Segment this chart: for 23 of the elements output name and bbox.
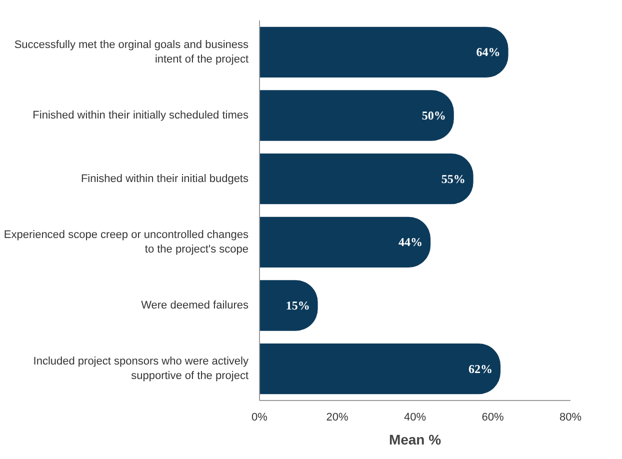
x-tick-label: 20% [326, 412, 348, 424]
bar [260, 26, 508, 78]
y-tick-label: Finished within their initial budgets [80, 172, 249, 185]
y-tick-label: Included project sponsors who were actively supportive of the project [33, 356, 249, 382]
data-label: 15% [286, 298, 310, 312]
data-label: 50% [422, 108, 446, 122]
data-label: 55% [441, 172, 466, 186]
y-tick-label: Experienced scope creep or uncontrolled changes to the project's scope [4, 228, 249, 256]
bar [260, 216, 431, 268]
data-label: 64% [476, 45, 500, 60]
bar [260, 344, 501, 394]
y-tick-label: Successfully met the orginal goals and business intent of the project [14, 38, 249, 66]
x-tick-label: 60% [482, 412, 504, 424]
x-tick-label: 80% [559, 412, 582, 424]
y-tick-label: Were deemed failures [141, 300, 249, 312]
data-label: 62% [468, 362, 493, 376]
x-tick-label: 0% [252, 412, 268, 424]
bar [260, 90, 454, 141]
data-label: 44% [398, 235, 423, 250]
bar [260, 154, 474, 204]
x-tick-label: 40% [404, 412, 426, 424]
x-axis-title: Mean % [388, 432, 442, 448]
y-tick-label: Finished within their initially scheduled times [32, 110, 249, 122]
